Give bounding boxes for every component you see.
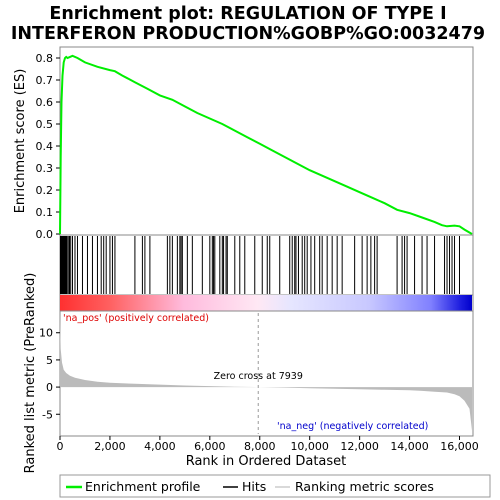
x-tick-label: 6,000 — [194, 440, 226, 453]
enrichment-profile-line — [59, 54, 473, 235]
es-y-ticks: 0.0 0.1 0.2 0.3 0.4 0.5 0.6 0.7 0.8 — [36, 52, 60, 241]
x-tick-label: 14,000 — [390, 440, 429, 453]
chart-title-line-1: Enrichment plot: REGULATION OF TYPE I — [49, 4, 446, 24]
es-ytick-label: 0.7 — [36, 74, 54, 87]
es-ytick-label: 0.5 — [36, 118, 54, 131]
metric-ytick-label: 5 — [46, 354, 53, 367]
metric-ylabel: Ranked list metric (PreRanked) — [23, 273, 38, 474]
x-tick-label: 12,000 — [340, 440, 379, 453]
metric-ytick-label: -5 — [42, 408, 53, 421]
es-ytick-label: 0.4 — [36, 140, 54, 153]
chart-title-line-2: INTERFERON PRODUCTION%GOBP%GO:0032479 — [11, 24, 485, 44]
pos-label: 'na_pos' (positively correlated) — [63, 313, 209, 324]
metric-ytick-label: 10 — [39, 327, 53, 340]
x-tick-label: 10,000 — [290, 440, 329, 453]
x-ticks: 0 2,000 4,000 6,000 8,000 10,000 12,000 14,000 1… — [57, 436, 479, 453]
x-axis-label: Rank in Ordered Dataset — [186, 454, 347, 469]
legend-enrichment-label: Enrichment profile — [85, 479, 201, 494]
legend: Enrichment profile Hits Ranking metric s… — [59, 474, 491, 498]
x-tick-label: 0 — [57, 440, 64, 453]
x-tick-label: 16,000 — [440, 440, 479, 453]
es-ytick-label: 0.1 — [36, 206, 54, 219]
hits-panel — [59, 234, 474, 296]
legend-metric-label: Ranking metric scores — [295, 479, 434, 494]
x-tick-label: 8,000 — [244, 440, 276, 453]
x-tick-label: 4,000 — [144, 440, 176, 453]
hit-lines — [59, 236, 461, 294]
es-ytick-label: 0.0 — [36, 228, 54, 241]
ranking-color-bar — [59, 294, 474, 312]
es-ytick-label: 0.6 — [36, 96, 54, 109]
metric-panel: -5 0 5 10 Zero cross at 7939 'na_pos' (posi… — [39, 310, 474, 437]
legend-hits-label: Hits — [242, 479, 266, 494]
es-ylabel: Enrichment score (ES) — [13, 69, 28, 214]
es-ytick-label: 0.3 — [36, 162, 54, 175]
neg-label: 'na_neg' (negatively correlated) — [277, 421, 428, 432]
es-ytick-label: 0.2 — [36, 184, 54, 197]
metric-y-ticks: -5 0 5 10 — [39, 327, 60, 421]
x-tick-label: 2,000 — [94, 440, 126, 453]
es-ytick-label: 0.8 — [36, 52, 54, 65]
metric-ytick-label: 0 — [46, 381, 53, 394]
zero-cross-label: Zero cross at 7939 — [214, 371, 303, 382]
es-panel: 0.0 0.1 0.2 0.3 0.4 0.5 0.6 0.7 0.8 — [36, 46, 474, 241]
